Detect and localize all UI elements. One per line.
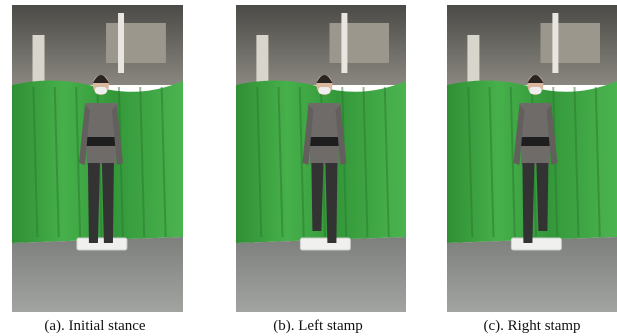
leg — [102, 163, 114, 243]
leg — [325, 163, 337, 243]
window — [330, 23, 390, 63]
mask — [318, 87, 330, 94]
torso — [85, 103, 117, 165]
belt — [86, 137, 116, 146]
board — [511, 238, 561, 250]
mask — [95, 87, 107, 94]
light — [118, 13, 124, 73]
photo — [236, 5, 406, 312]
board — [300, 238, 350, 250]
caption: (a). Initial stance — [44, 318, 146, 334]
window — [541, 23, 601, 63]
leg — [88, 163, 100, 243]
caption: (b). Left stamp — [273, 318, 363, 334]
belt — [520, 137, 550, 146]
light — [256, 35, 268, 85]
mask — [529, 87, 541, 94]
caption: (c). Right stamp — [483, 318, 580, 334]
torso — [519, 103, 551, 165]
photo — [447, 5, 617, 312]
torso — [308, 103, 340, 165]
light — [467, 35, 479, 85]
light — [552, 13, 558, 73]
window — [106, 23, 166, 63]
leg — [522, 163, 534, 243]
board — [77, 238, 127, 250]
leg — [536, 163, 548, 231]
light — [33, 35, 45, 85]
light — [341, 13, 347, 73]
belt — [309, 137, 339, 146]
photo — [12, 5, 183, 312]
figure: (a). Initial stance (b). Left stamp (c). R… — [0, 0, 617, 336]
leg — [311, 163, 323, 231]
